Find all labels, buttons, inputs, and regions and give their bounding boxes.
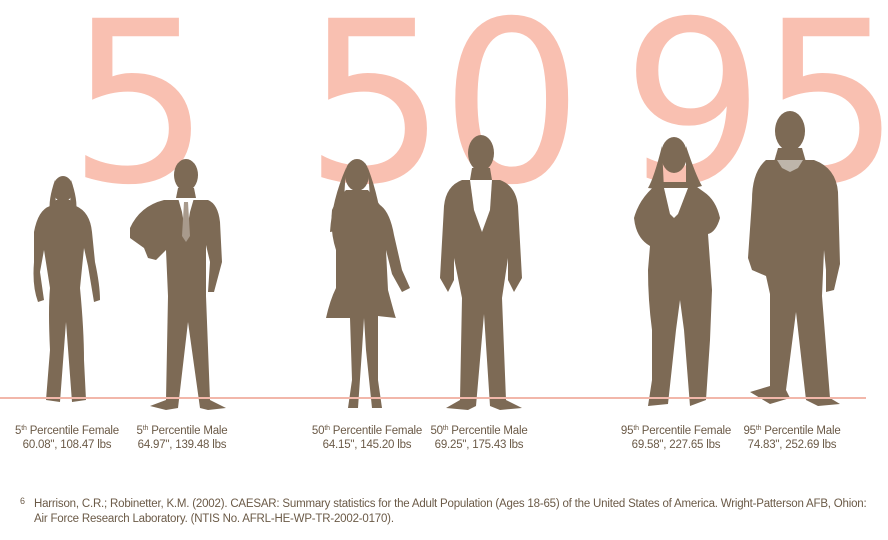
male-95th-silhouette (748, 111, 840, 406)
shirt-50th-male (470, 180, 492, 232)
female-50th-silhouette (326, 159, 410, 408)
ordinal: 5 (136, 425, 143, 437)
caption-title: Percentile Male (764, 425, 841, 437)
ordinal-suffix: th (324, 425, 330, 432)
ordinal-suffix: th (442, 425, 449, 432)
male-50th-silhouette (440, 135, 522, 410)
caption-stats: 69.58", 227.65 lbs (631, 439, 721, 451)
silhouette-figures (33, 111, 840, 410)
caption-title: Percentile Female (332, 425, 423, 437)
footnote-text: Harrison, C.R.; Robinetter, K.M. (2002).… (34, 498, 867, 525)
floor-line (0, 397, 866, 399)
ordinal-suffix: th (21, 425, 27, 432)
caption-5th-female: 5th Percentile Female 60.08", 108.47 lbs (2, 424, 132, 452)
caption-95th-male: 95th Percentile Male 74.83", 252.69 lbs (727, 424, 857, 452)
footnote: 6 Harrison, C.R.; Robinetter, K.M. (2002… (20, 496, 880, 527)
ordinal: 95 (620, 425, 634, 437)
male-5th-silhouette (130, 159, 226, 410)
caption-stats: 74.83", 252.69 lbs (747, 439, 837, 451)
ordinal: 5 (15, 425, 22, 437)
ordinal: 95 (743, 425, 756, 437)
shirt-95th-male (777, 160, 803, 172)
caption-50th-male: 50th Percentile Male 69.25", 175.43 lbs (414, 424, 544, 452)
footnote-marker: 6 (20, 496, 25, 506)
caption-title: Percentile Male (451, 425, 528, 437)
caption-stats: 60.08", 108.47 lbs (22, 439, 112, 451)
female-5th-silhouette (33, 176, 100, 402)
caption-stats: 64.15", 145.20 lbs (322, 439, 412, 451)
ordinal-suffix: th (755, 425, 762, 432)
ordinal: 50 (311, 425, 325, 437)
tie-5th-male (182, 202, 190, 242)
clothing-details (178, 160, 803, 242)
caption-50th-female: 50th Percentile Female 64.15", 145.20 lb… (302, 424, 432, 452)
caption-5th-male: 5th Percentile Male 64.97", 139.48 lbs (117, 424, 247, 452)
female-95th-silhouette (634, 137, 720, 406)
caption-stats: 69.25", 175.43 lbs (434, 439, 524, 451)
ordinal-suffix: th (142, 425, 149, 432)
caption-95th-female: 95th Percentile Female 69.58", 227.65 lb… (611, 424, 741, 452)
caption-stats: 64.97", 139.48 lbs (137, 439, 227, 451)
ordinal-suffix: th (633, 425, 639, 432)
caption-title: Percentile Male (151, 425, 228, 437)
caption-title: Percentile Female (641, 425, 732, 437)
ordinal: 50 (430, 425, 443, 437)
blouse-95th-female (664, 188, 688, 218)
caption-title: Percentile Female (29, 425, 119, 437)
